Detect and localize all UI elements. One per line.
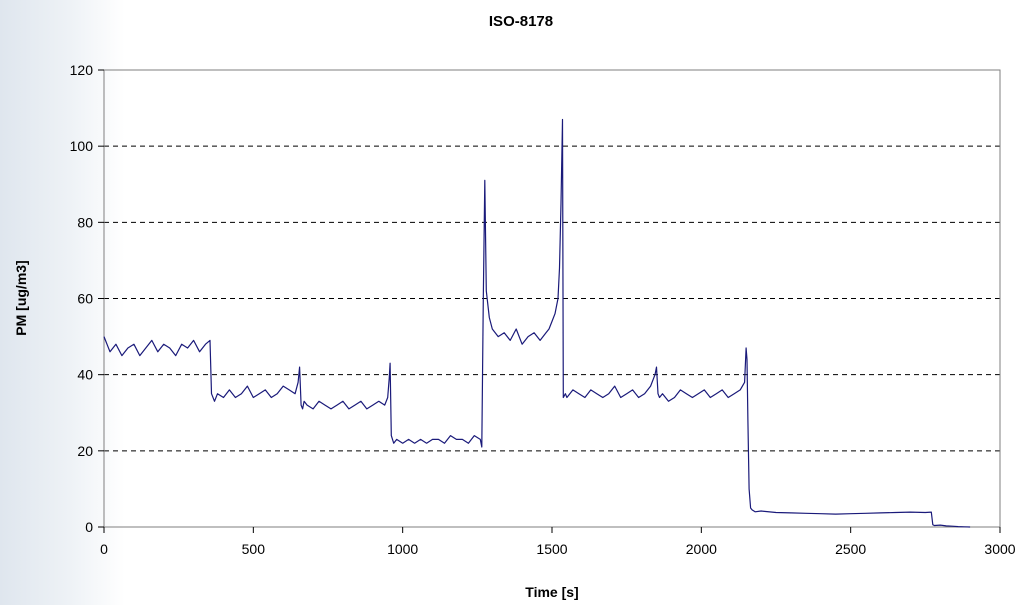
x-axis-label: Time [s] xyxy=(525,584,578,600)
axis-ticks: 0 20 40 60 80 100 120 0 500 1000 1500 2000 2500 3000 xyxy=(70,62,1016,557)
chart-title: ISO-8178 xyxy=(489,13,553,30)
series-line xyxy=(103,118,971,528)
y-tick-label: 20 xyxy=(77,443,93,459)
y-tick-label: 0 xyxy=(85,519,93,535)
y-tick-label: 120 xyxy=(70,62,94,78)
x-tick-label: 0 xyxy=(100,541,108,557)
y-axis-label: PM [ug/m3] xyxy=(13,260,29,335)
x-tick-label: 3000 xyxy=(984,541,1015,557)
y-tick-label: 100 xyxy=(70,138,94,154)
x-tick-label: 2500 xyxy=(835,541,866,557)
y-tick-label: 40 xyxy=(77,367,93,383)
y-tick-label: 60 xyxy=(77,291,93,307)
gridlines xyxy=(104,145,1000,452)
y-tick-label: 80 xyxy=(77,214,93,230)
series-layer xyxy=(103,118,971,528)
x-tick-label: 2000 xyxy=(686,541,717,557)
plot-frame xyxy=(103,69,1001,528)
x-tick-label: 1500 xyxy=(536,541,567,557)
x-tick-label: 1000 xyxy=(387,541,418,557)
x-tick-label: 500 xyxy=(242,541,266,557)
